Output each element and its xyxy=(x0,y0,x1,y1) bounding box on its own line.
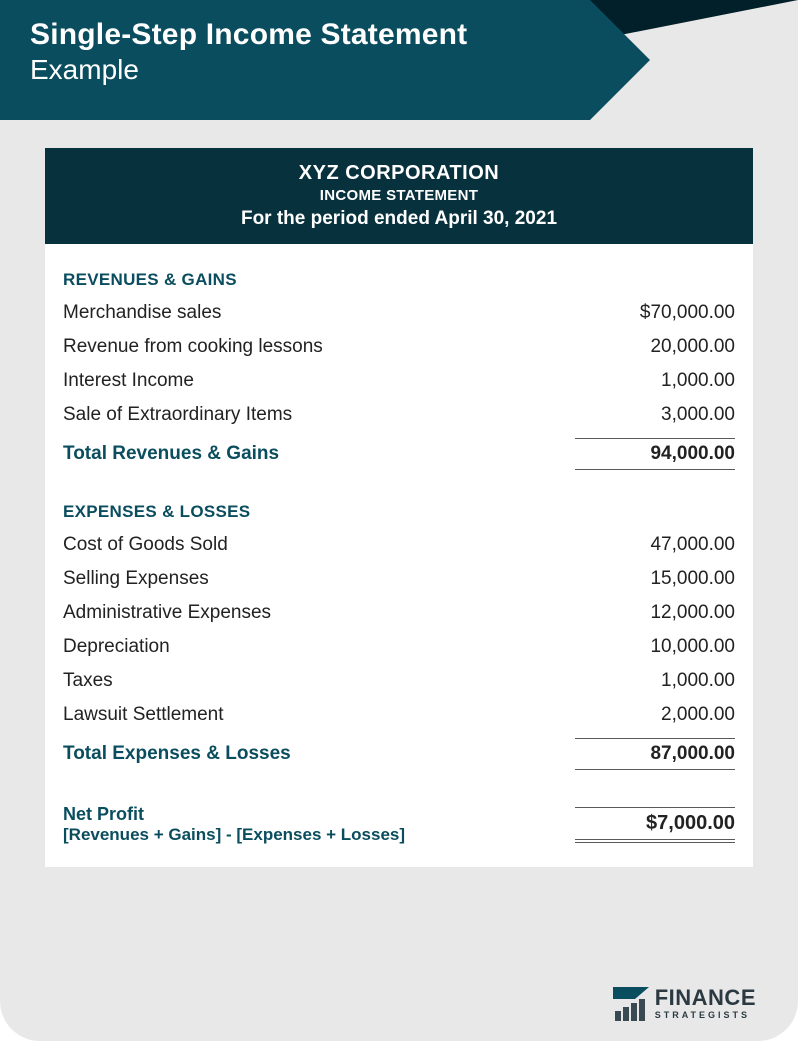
net-label: Net Profit [Revenues + Gains] - [Expense… xyxy=(63,804,405,845)
line-value: 20,000.00 xyxy=(575,336,735,358)
net-profit-row: Net Profit [Revenues + Gains] - [Expense… xyxy=(63,798,735,851)
line-label: Selling Expenses xyxy=(63,568,575,590)
line-value: 47,000.00 xyxy=(575,534,735,556)
company-name: XYZ CORPORATION xyxy=(53,162,745,185)
expenses-title: EXPENSES & LOSSES xyxy=(63,502,735,522)
document-type: INCOME STATEMENT xyxy=(53,187,745,204)
table-row: Administrative Expenses 12,000.00 xyxy=(63,596,735,630)
net-section: Net Profit [Revenues + Gains] - [Expense… xyxy=(45,798,753,851)
table-row: Revenue from cooking lessons 20,000.00 xyxy=(63,330,735,364)
header-banner: Single-Step Income Statement Example xyxy=(0,0,798,120)
statement-sheet: XYZ CORPORATION INCOME STATEMENT For the… xyxy=(45,148,753,867)
line-value: 2,000.00 xyxy=(575,704,735,726)
line-label: Sale of Extraordinary Items xyxy=(63,404,575,426)
logo-text-block: FINANCE STRATEGISTS xyxy=(655,989,756,1020)
infographic-card: Single-Step Income Statement Example XYZ… xyxy=(0,0,798,1041)
total-value: 94,000.00 xyxy=(575,438,735,470)
line-label: Merchandise sales xyxy=(63,302,575,324)
banner-title: Single-Step Income Statement xyxy=(30,18,768,52)
line-label: Revenue from cooking lessons xyxy=(63,336,575,358)
total-label: Total Revenues & Gains xyxy=(63,443,575,465)
line-label: Cost of Goods Sold xyxy=(63,534,575,556)
line-label: Depreciation xyxy=(63,636,575,658)
line-value: 3,000.00 xyxy=(575,404,735,426)
table-row: Interest Income 1,000.00 xyxy=(63,364,735,398)
line-value: 15,000.00 xyxy=(575,568,735,590)
line-value: 12,000.00 xyxy=(575,602,735,624)
table-row: Sale of Extraordinary Items 3,000.00 xyxy=(63,398,735,432)
line-label: Interest Income xyxy=(63,370,575,392)
table-row: Taxes 1,000.00 xyxy=(63,664,735,698)
line-label: Lawsuit Settlement xyxy=(63,704,575,726)
net-label-main: Net Profit xyxy=(63,804,144,824)
brand-logo: FINANCE STRATEGISTS xyxy=(613,987,756,1021)
statement-header: XYZ CORPORATION INCOME STATEMENT For the… xyxy=(45,148,753,244)
line-label: Administrative Expenses xyxy=(63,602,575,624)
total-label: Total Expenses & Losses xyxy=(63,743,575,765)
table-row: Depreciation 10,000.00 xyxy=(63,630,735,664)
logo-brand: FINANCE xyxy=(655,985,756,1010)
table-row: Merchandise sales $70,000.00 xyxy=(63,296,735,330)
bars-icon xyxy=(613,987,649,1021)
table-row: Lawsuit Settlement 2,000.00 xyxy=(63,698,735,732)
expenses-total-row: Total Expenses & Losses 87,000.00 xyxy=(63,732,735,776)
table-row: Selling Expenses 15,000.00 xyxy=(63,562,735,596)
revenues-title: REVENUES & GAINS xyxy=(63,270,735,290)
banner-text: Single-Step Income Statement Example xyxy=(0,0,798,104)
line-value: 10,000.00 xyxy=(575,636,735,658)
net-value: $7,000.00 xyxy=(575,807,735,843)
net-label-formula: [Revenues + Gains] - [Expenses + Losses] xyxy=(63,825,405,845)
revenues-section: REVENUES & GAINS Merchandise sales $70,0… xyxy=(45,270,753,476)
table-row: Cost of Goods Sold 47,000.00 xyxy=(63,528,735,562)
banner-subtitle: Example xyxy=(30,54,768,86)
line-value: 1,000.00 xyxy=(575,370,735,392)
logo-sub: STRATEGISTS xyxy=(655,1010,756,1020)
period-line: For the period ended April 30, 2021 xyxy=(53,208,745,230)
revenues-total-row: Total Revenues & Gains 94,000.00 xyxy=(63,432,735,476)
line-value: 1,000.00 xyxy=(575,670,735,692)
line-value: $70,000.00 xyxy=(575,302,735,324)
expenses-section: EXPENSES & LOSSES Cost of Goods Sold 47,… xyxy=(45,502,753,776)
total-value: 87,000.00 xyxy=(575,738,735,770)
line-label: Taxes xyxy=(63,670,575,692)
